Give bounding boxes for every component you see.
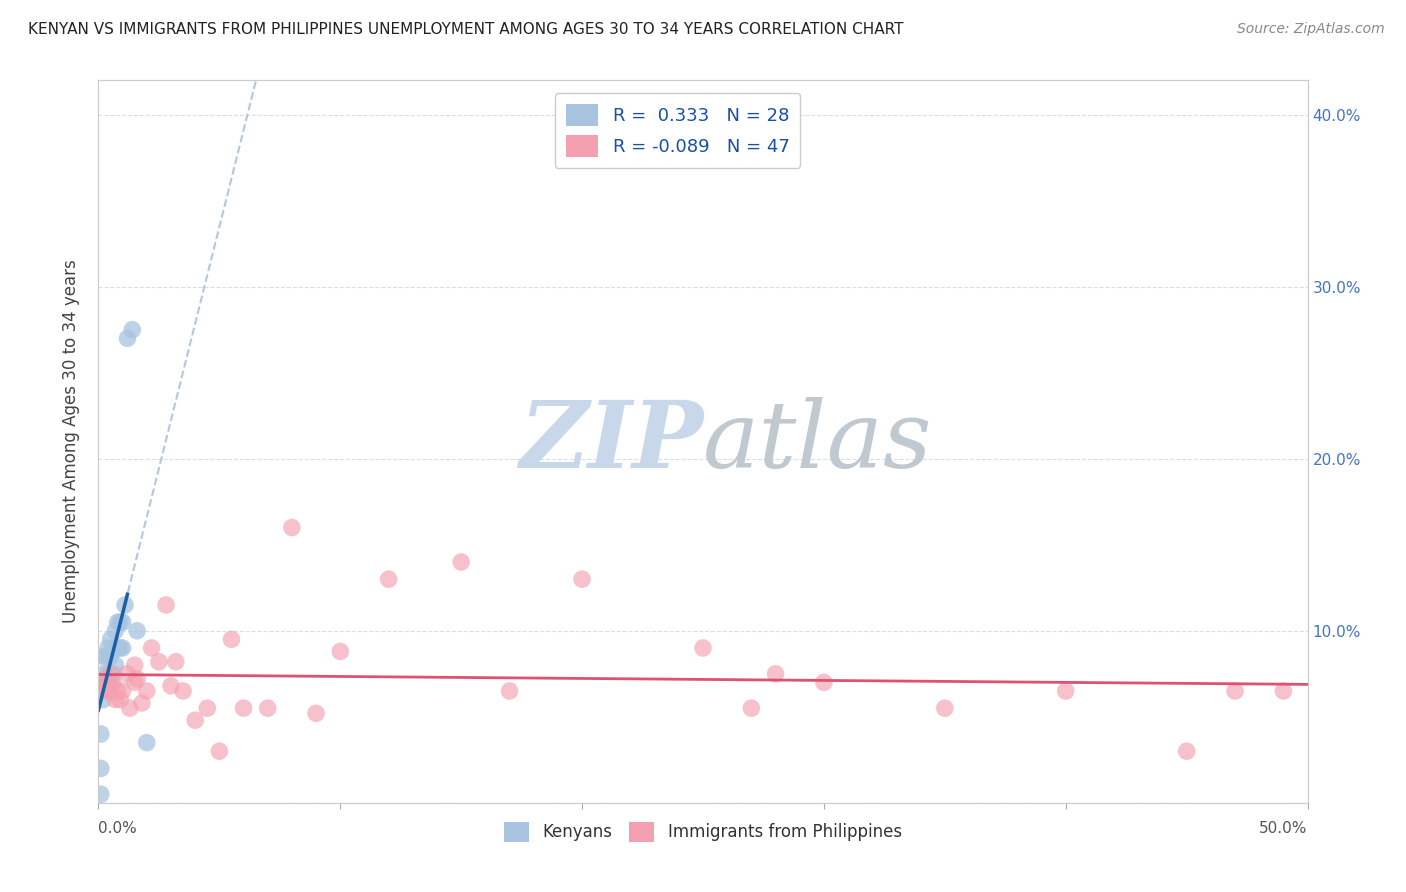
Point — [813, 675, 835, 690]
Point — [100, 675, 122, 690]
Point — [100, 649, 122, 664]
Point — [1175, 744, 1198, 758]
Text: 50.0%: 50.0% — [1260, 821, 1308, 836]
Point — [1272, 684, 1295, 698]
Text: 0.0%: 0.0% — [98, 821, 138, 836]
Point — [765, 666, 787, 681]
Point — [100, 666, 122, 681]
Point — [100, 632, 122, 647]
Point — [90, 727, 112, 741]
Point — [94, 649, 117, 664]
Point — [117, 666, 139, 681]
Point — [107, 684, 129, 698]
Point — [91, 666, 114, 681]
Point — [1054, 684, 1077, 698]
Text: ZIP: ZIP — [519, 397, 703, 486]
Point — [108, 640, 131, 655]
Point — [172, 684, 194, 698]
Point — [232, 701, 254, 715]
Point — [571, 572, 593, 586]
Point — [107, 640, 129, 655]
Point — [101, 640, 124, 655]
Point — [117, 331, 139, 345]
Point — [90, 761, 112, 775]
Point — [108, 615, 131, 630]
Point — [101, 666, 124, 681]
Point — [97, 675, 120, 690]
Point — [692, 640, 714, 655]
Point — [91, 649, 114, 664]
Point — [131, 696, 153, 710]
Point — [104, 658, 127, 673]
Point — [111, 615, 134, 630]
Point — [124, 675, 146, 690]
Point — [114, 598, 136, 612]
Point — [90, 684, 112, 698]
Point — [101, 675, 124, 690]
Point — [160, 679, 183, 693]
Point — [91, 675, 114, 690]
Point — [97, 666, 120, 681]
Point — [127, 624, 149, 638]
Point — [94, 684, 117, 698]
Point — [97, 640, 120, 655]
Point — [104, 624, 127, 638]
Point — [184, 713, 207, 727]
Y-axis label: Unemployment Among Ages 30 to 34 years: Unemployment Among Ages 30 to 34 years — [62, 260, 80, 624]
Point — [740, 701, 762, 715]
Point — [118, 701, 141, 715]
Point — [148, 655, 170, 669]
Point — [165, 655, 187, 669]
Point — [111, 684, 134, 698]
Point — [1223, 684, 1246, 698]
Point — [498, 684, 520, 698]
Point — [256, 701, 278, 715]
Point — [377, 572, 399, 586]
Point — [155, 598, 177, 612]
Point — [934, 701, 956, 715]
Point — [90, 675, 112, 690]
Point — [195, 701, 218, 715]
Point — [221, 632, 243, 647]
Point — [121, 323, 143, 337]
Point — [208, 744, 231, 758]
Point — [108, 692, 131, 706]
Point — [305, 706, 328, 721]
Point — [141, 640, 163, 655]
Point — [107, 615, 129, 630]
Point — [281, 520, 304, 534]
Point — [104, 692, 127, 706]
Text: KENYAN VS IMMIGRANTS FROM PHILIPPINES UNEMPLOYMENT AMONG AGES 30 TO 34 YEARS COR: KENYAN VS IMMIGRANTS FROM PHILIPPINES UN… — [28, 22, 904, 37]
Point — [100, 684, 122, 698]
Text: atlas: atlas — [703, 397, 932, 486]
Point — [94, 675, 117, 690]
Point — [124, 658, 146, 673]
Point — [90, 787, 112, 801]
Point — [111, 640, 134, 655]
Point — [127, 672, 149, 686]
Point — [91, 692, 114, 706]
Point — [450, 555, 472, 569]
Legend: Kenyans, Immigrants from Philippines: Kenyans, Immigrants from Philippines — [498, 815, 908, 848]
Point — [329, 644, 352, 658]
Point — [135, 735, 157, 749]
Point — [135, 684, 157, 698]
Text: Source: ZipAtlas.com: Source: ZipAtlas.com — [1237, 22, 1385, 37]
